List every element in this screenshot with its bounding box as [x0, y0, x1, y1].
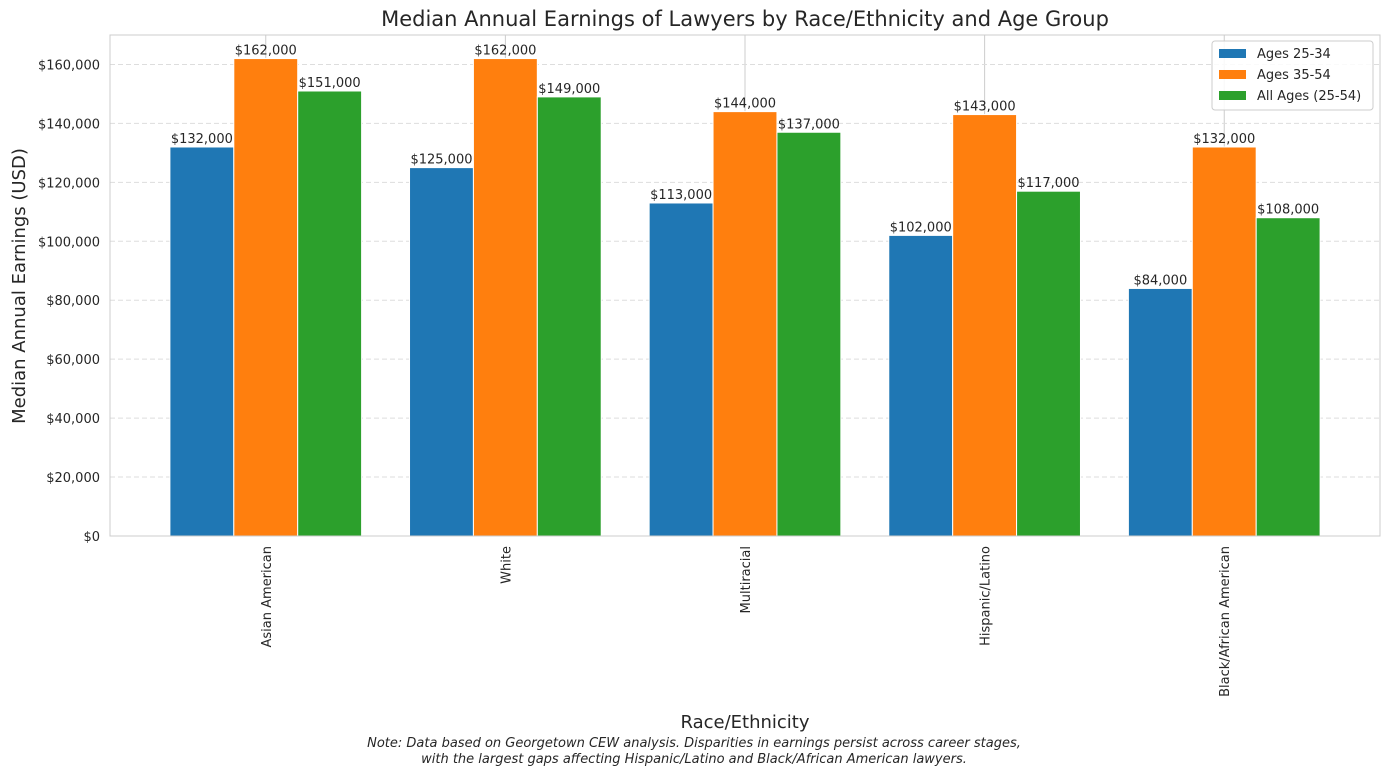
bar — [536, 96, 602, 537]
bar — [648, 202, 714, 537]
bar — [297, 90, 363, 537]
legend-swatch — [1219, 49, 1246, 58]
legend-swatch — [1219, 70, 1246, 79]
data-label: $137,000 — [778, 117, 840, 132]
y-tick-label: $40,000 — [46, 412, 100, 427]
chart-title: Median Annual Earnings of Lawyers by Rac… — [381, 7, 1109, 31]
x-tick-label: Black/African American — [1218, 546, 1233, 697]
bar — [888, 234, 954, 537]
y-axis-label: Median Annual Earnings (USD) — [9, 148, 30, 424]
data-label: $149,000 — [538, 82, 600, 97]
bar — [712, 111, 778, 537]
data-label: $143,000 — [954, 100, 1016, 115]
x-tick-label: Hispanic/Latino — [979, 546, 994, 646]
data-label: $151,000 — [299, 76, 361, 91]
y-tick-label: $160,000 — [38, 58, 100, 73]
legend-label: Ages 25-34 — [1257, 47, 1331, 62]
bar — [1016, 190, 1081, 537]
bar — [776, 131, 842, 537]
y-tick-label: $60,000 — [46, 353, 100, 368]
legend-label: Ages 35-54 — [1257, 68, 1331, 83]
legend-label: All Ages (25-54) — [1257, 89, 1361, 104]
y-tick-label: $140,000 — [38, 117, 100, 132]
bar — [952, 114, 1018, 537]
data-label: $144,000 — [714, 97, 776, 112]
x-tick-label: White — [499, 546, 514, 584]
data-label: $108,000 — [1257, 203, 1319, 218]
x-tick-label: Asian American — [260, 546, 275, 647]
x-tick-label: Multiracial — [739, 546, 754, 613]
data-label: $84,000 — [1133, 273, 1187, 288]
data-label: $162,000 — [235, 44, 297, 59]
bar — [169, 146, 235, 537]
data-label: $132,000 — [1193, 132, 1255, 147]
plot-frame — [109, 34, 1381, 537]
legend-box — [1211, 40, 1374, 111]
y-tick-label: $80,000 — [46, 294, 100, 309]
legend: Ages 25-34 Ages 35-54 All Ages (25-54) — [1211, 40, 1374, 111]
x-axis-label: Race/Ethnicity — [680, 712, 809, 733]
note-line-2: with the largest gaps affecting Hispanic… — [421, 752, 967, 767]
data-label: $117,000 — [1018, 176, 1080, 191]
y-tick-label: $0 — [83, 530, 100, 545]
y-tick-label: $100,000 — [38, 235, 100, 250]
data-label: $113,000 — [650, 188, 712, 203]
data-label: $162,000 — [474, 44, 536, 59]
y-tick-label: $120,000 — [38, 176, 100, 191]
data-label: $125,000 — [410, 153, 472, 168]
bar — [409, 167, 474, 537]
bar — [1191, 146, 1257, 537]
data-label: $102,000 — [890, 220, 952, 235]
data-label: $132,000 — [171, 132, 233, 147]
bar — [233, 58, 299, 537]
legend-swatch — [1219, 91, 1246, 100]
bar — [1127, 287, 1193, 537]
y-tick-label: $20,000 — [46, 471, 100, 486]
bar — [1255, 217, 1321, 537]
note-line-1: Note: Data based on Georgetown CEW analy… — [367, 736, 1021, 751]
bar — [472, 58, 538, 537]
